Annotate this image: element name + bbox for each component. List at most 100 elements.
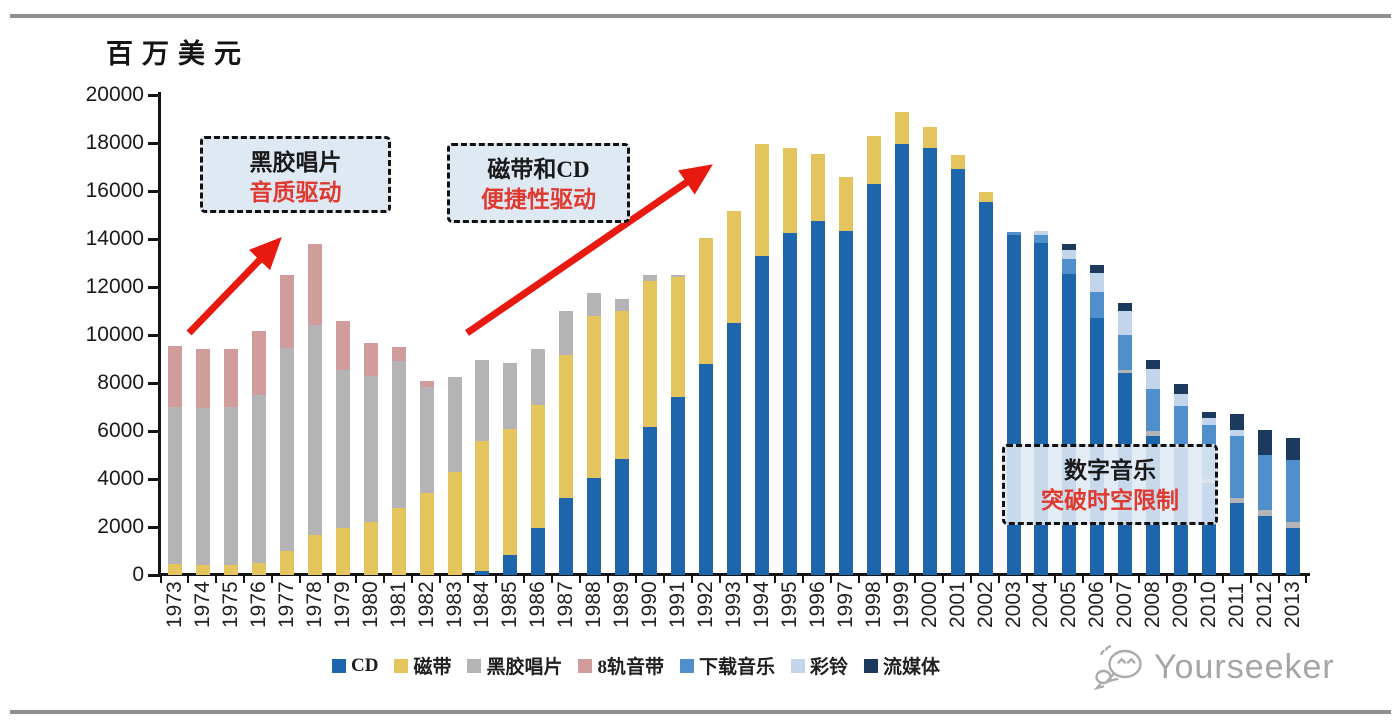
- bar-segment-黑胶唱片: [1286, 522, 1300, 529]
- x-axis-tick: [1249, 576, 1252, 583]
- x-axis-year-label: 1974: [190, 581, 214, 628]
- annotation-subtitle: 突破时空限制: [1041, 488, 1179, 513]
- x-axis-year-label: 2002: [973, 581, 997, 628]
- bar-segment-磁带: [559, 355, 574, 499]
- x-axis-tick: [578, 576, 581, 583]
- bar-segment-黑胶唱片: [307, 325, 322, 536]
- bar-segment-CD: [531, 528, 546, 575]
- bar-segment-CD: [643, 427, 658, 575]
- y-axis-tick: [148, 381, 158, 385]
- bar-segment-流媒体: [1286, 438, 1300, 460]
- y-axis-tick: [148, 525, 158, 529]
- y-axis-tick: [148, 429, 158, 433]
- bar-segment-黑胶唱片: [1258, 510, 1273, 517]
- legend-item-下载音乐: 下载音乐: [680, 652, 775, 679]
- legend-item-黑胶唱片: 黑胶唱片: [467, 652, 562, 679]
- annotation-title: 磁带和CD: [487, 157, 590, 182]
- y-axis-tick: [148, 477, 158, 481]
- bar-segment-CD: [782, 233, 797, 575]
- bar-segment-黑胶唱片: [279, 348, 294, 551]
- bar-segment-CD: [1062, 273, 1077, 575]
- x-axis-tick: [1165, 576, 1168, 583]
- bar-segment-CD: [838, 230, 853, 575]
- annotation-subtitle: 音质驱动: [249, 180, 342, 205]
- bar-segment-CD: [950, 169, 965, 575]
- bar-segment-磁带: [251, 563, 266, 575]
- x-axis-year-label: 2004: [1029, 581, 1053, 628]
- bar-segment-磁带: [475, 440, 490, 572]
- bar-segment-黑胶唱片: [1146, 431, 1161, 436]
- bar-segment-8轨音带: [419, 380, 434, 387]
- x-axis-tick: [886, 576, 889, 583]
- x-axis-year-label: 2012: [1253, 581, 1277, 628]
- y-axis-line: [158, 92, 161, 577]
- y-axis-tick-label: 6000: [97, 419, 144, 442]
- bar-segment-CD: [1286, 528, 1300, 575]
- x-axis-year-label: 2009: [1169, 581, 1193, 628]
- bar-segment-彩铃: [1202, 417, 1217, 425]
- bar-segment-黑胶唱片: [251, 395, 266, 563]
- bar-segment-磁带: [587, 315, 602, 478]
- bar-segment-流媒体: [1118, 303, 1133, 311]
- y-axis-tick-label: 16000: [85, 179, 144, 202]
- bar-segment-8轨音带: [223, 349, 238, 407]
- x-axis-year-label: 1981: [386, 581, 410, 628]
- bar-segment-黑胶唱片: [587, 293, 602, 316]
- bar-segment-磁带: [168, 564, 182, 575]
- bar-segment-8轨音带: [279, 275, 294, 349]
- x-axis-tick: [494, 576, 497, 583]
- legend-item-流媒体: 流媒体: [864, 652, 940, 679]
- bar-segment-流媒体: [1146, 360, 1161, 369]
- x-axis-year-label: 1998: [861, 581, 885, 628]
- bar-segment-下载音乐: [1118, 335, 1133, 370]
- bar-segment-CD: [587, 477, 602, 575]
- x-axis-tick: [914, 576, 917, 583]
- legend-item-彩铃: 彩铃: [791, 652, 848, 679]
- x-axis-year-label: 2005: [1057, 581, 1081, 628]
- bar-segment-磁带: [419, 493, 434, 575]
- wechat-icon: [1094, 645, 1142, 690]
- x-axis-tick: [383, 576, 386, 583]
- bar-segment-磁带: [643, 281, 658, 428]
- trend-arrow-vinyl: [186, 236, 282, 336]
- bar-segment-下载音乐: [1090, 291, 1105, 319]
- watermark-text: Yourseeker: [1154, 647, 1335, 686]
- y-axis-tick: [148, 141, 158, 145]
- legend-label: 下载音乐: [699, 657, 776, 678]
- bar-segment-下载音乐: [1062, 259, 1077, 274]
- x-axis-tick: [662, 576, 665, 583]
- bar-segment-磁带: [950, 155, 965, 170]
- x-axis-tick: [187, 576, 190, 583]
- bar-segment-黑胶唱片: [335, 369, 350, 529]
- bar-segment-彩铃: [1146, 368, 1161, 389]
- bar-segment-下载音乐: [1286, 459, 1300, 523]
- annotation-subtitle: 便捷性驱动: [481, 187, 596, 212]
- bar-segment-黑胶唱片: [531, 349, 546, 405]
- y-axis-tick: [148, 573, 158, 577]
- bar-segment-下载音乐: [1230, 435, 1245, 499]
- x-axis-year-label: 1991: [666, 581, 690, 628]
- bar-segment-黑胶唱片: [475, 360, 490, 441]
- y-axis-tick-label: 10000: [85, 323, 144, 346]
- y-axis-tick: [148, 285, 158, 289]
- y-axis-tick-label: 8000: [97, 371, 144, 394]
- bar-segment-磁带: [727, 211, 741, 323]
- bar-segment-磁带: [279, 551, 294, 575]
- watermark: Yourseeker: [1094, 644, 1335, 690]
- legend-swatch: [394, 658, 409, 673]
- annotation-digital-era: 数字音乐 突破时空限制: [1002, 444, 1218, 525]
- legend-item-磁带: 磁带: [394, 652, 451, 679]
- legend-swatch: [864, 658, 879, 673]
- bar-segment-下载音乐: [1258, 455, 1273, 511]
- bar-segment-磁带: [307, 535, 322, 575]
- x-axis-tick: [355, 576, 358, 583]
- x-axis-year-label: 1976: [246, 581, 270, 628]
- x-axis-year-label: 1983: [442, 581, 466, 628]
- bar-segment-磁带: [447, 471, 462, 575]
- y-axis-tick-label: 0: [132, 563, 144, 586]
- bar-segment-黑胶唱片: [643, 275, 658, 281]
- bar-segment-CD: [615, 458, 630, 575]
- x-axis-tick: [1305, 576, 1308, 583]
- x-axis-tick: [1277, 576, 1280, 583]
- bar-segment-黑胶唱片: [615, 299, 630, 311]
